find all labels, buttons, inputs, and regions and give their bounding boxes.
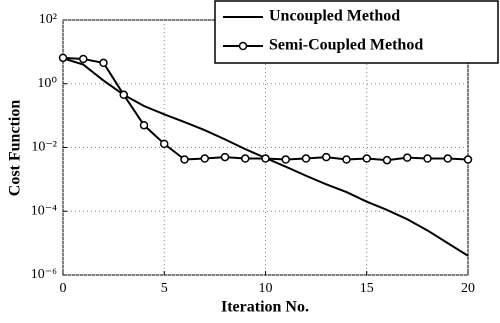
x-tick-label: 0 bbox=[60, 281, 67, 296]
marker bbox=[241, 154, 250, 163]
marker bbox=[99, 58, 108, 68]
marker bbox=[403, 153, 412, 162]
marker bbox=[200, 154, 209, 163]
y-tick-label: 10⁻⁶ bbox=[31, 267, 57, 282]
x-tick-label: 5 bbox=[161, 281, 168, 296]
y-tick-label: 10⁻⁴ bbox=[31, 203, 57, 218]
marker bbox=[139, 120, 149, 130]
y-tick-label: 10⁻² bbox=[31, 140, 57, 155]
y-tick-label: 10⁰ bbox=[37, 76, 57, 91]
marker bbox=[79, 54, 88, 64]
legend-label: Uncoupled Method bbox=[269, 8, 400, 25]
marker bbox=[443, 154, 452, 163]
marker bbox=[463, 155, 473, 164]
x-tick-label: 10 bbox=[259, 281, 273, 296]
y-axis-label: Cost Function bbox=[7, 100, 24, 197]
legend bbox=[214, 0, 499, 64]
x-tick-label: 20 bbox=[461, 281, 475, 296]
marker bbox=[423, 154, 432, 163]
marker bbox=[58, 53, 68, 63]
legend-label: Semi-Coupled Method bbox=[269, 37, 423, 54]
marker bbox=[322, 152, 331, 162]
x-axis-label: Iteration No. bbox=[221, 299, 309, 316]
marker bbox=[261, 154, 270, 163]
marker bbox=[382, 155, 392, 165]
x-tick-label: 15 bbox=[360, 281, 374, 296]
marker bbox=[119, 90, 128, 100]
marker bbox=[180, 155, 189, 164]
marker bbox=[220, 152, 230, 162]
y-tick-label: 10² bbox=[39, 12, 57, 27]
marker bbox=[301, 154, 311, 163]
legend-marker bbox=[238, 41, 248, 51]
marker bbox=[342, 155, 351, 164]
marker bbox=[362, 154, 371, 163]
marker bbox=[281, 155, 290, 164]
marker bbox=[160, 139, 169, 149]
